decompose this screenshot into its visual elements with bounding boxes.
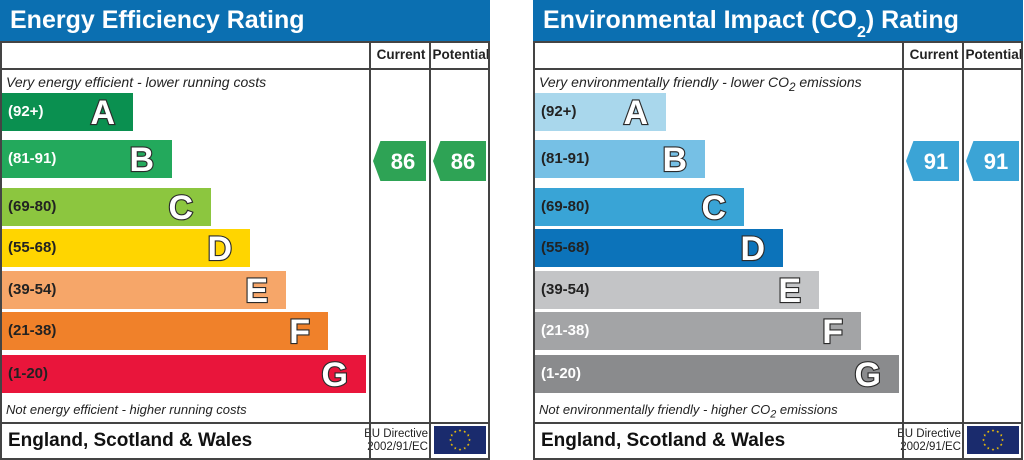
svg-text:F: F <box>289 313 310 350</box>
svg-text:A: A <box>623 94 648 131</box>
svg-text:E: E <box>778 272 801 309</box>
svg-text:D: D <box>740 230 765 267</box>
svg-text:86: 86 <box>451 149 475 174</box>
svg-text:G: G <box>855 356 881 393</box>
svg-text:91: 91 <box>924 149 948 174</box>
svg-text:A: A <box>90 94 115 131</box>
svg-text:G: G <box>322 356 348 393</box>
svg-text:C: C <box>168 189 193 226</box>
svg-text:D: D <box>207 230 232 267</box>
svg-text:C: C <box>701 189 726 226</box>
svg-text:F: F <box>822 313 843 350</box>
svg-text:B: B <box>662 141 687 178</box>
svg-text:86: 86 <box>391 149 415 174</box>
svg-text:B: B <box>129 141 154 178</box>
svg-text:91: 91 <box>984 149 1008 174</box>
svg-text:E: E <box>245 272 268 309</box>
